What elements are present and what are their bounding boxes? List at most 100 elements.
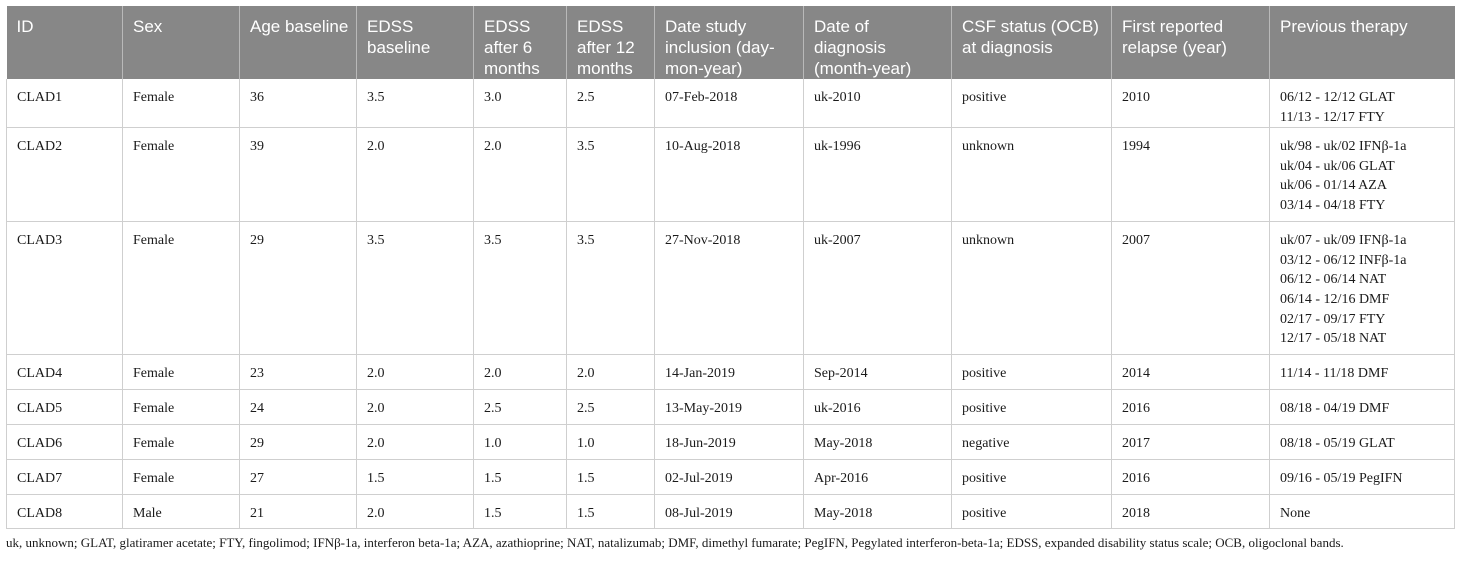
table-cell: Female [122, 127, 240, 223]
table-cell: Apr-2016 [803, 459, 952, 496]
table-cell: 07-Feb-2018 [654, 79, 804, 129]
table-cell: 3.5 [356, 221, 474, 356]
table-cell: Female [122, 424, 240, 461]
therapy-entry: None [1280, 506, 1311, 522]
table-row: CLAD4 Female 23 2.0 2.0 2.0 14-Jan-2019 Sep-201… [6, 354, 1455, 391]
table-cell: positive [951, 389, 1112, 426]
table-cell: 3.5 [566, 221, 655, 356]
therapy-entry: 11/14 - 11/18 DMF [1280, 366, 1389, 382]
table-cell: Female [122, 389, 240, 426]
therapy-entry: 02/17 - 09/17 FTY [1280, 311, 1386, 327]
therapy-entry: 12/17 - 05/18 NAT [1280, 331, 1387, 347]
table-cell: 3.5 [473, 221, 567, 356]
therapy-cell: uk/98 - uk/02 IFNβ-1a uk/04 - uk/06 GLAT u… [1269, 127, 1455, 223]
therapy-entry: 08/18 - 04/19 DMF [1280, 401, 1390, 417]
therapy-entry: 11/13 - 12/17 FTY [1280, 109, 1385, 125]
therapy-cell: 09/16 - 05/19 PegIFN [1269, 459, 1455, 496]
table-cell: 2.0 [566, 354, 655, 391]
table-cell: 2018 [1111, 494, 1270, 530]
table-row: CLAD7 Female 27 1.5 1.5 1.5 02-Jul-2019 Apr-201… [6, 459, 1455, 496]
table-cell: 39 [239, 127, 357, 223]
table-cell: unknown [951, 127, 1112, 223]
table-cell: unknown [951, 221, 1112, 356]
table-body: CLAD1 Female 36 3.5 3.0 2.5 07-Feb-2018 uk-2010… [6, 79, 1455, 530]
table-cell: CLAD7 [6, 459, 123, 496]
table-row: CLAD1 Female 36 3.5 3.0 2.5 07-Feb-2018 uk-2010… [6, 79, 1455, 129]
therapy-entry: 03/14 - 04/18 FTY [1280, 197, 1386, 213]
table-cell: Female [122, 459, 240, 496]
table-cell: 13-May-2019 [654, 389, 804, 426]
table-cell: 2.0 [356, 389, 474, 426]
table-footnote: uk, unknown; GLAT, glatiramer acetate; F… [6, 535, 1344, 551]
table-cell: 2017 [1111, 424, 1270, 461]
table-cell: 10-Aug-2018 [654, 127, 804, 223]
table-cell: 27 [239, 459, 357, 496]
therapy-cell: 08/18 - 04/19 DMF [1269, 389, 1455, 426]
table-cell: 21 [239, 494, 357, 530]
table-cell: 02-Jul-2019 [654, 459, 804, 496]
table-cell: Female [122, 79, 240, 129]
therapy-entry: 08/18 - 05/19 GLAT [1280, 436, 1395, 452]
table-cell: 1.5 [566, 494, 655, 530]
table-cell: CLAD6 [6, 424, 123, 461]
table-cell: CLAD5 [6, 389, 123, 426]
table-cell: 27-Nov-2018 [654, 221, 804, 356]
table-cell: 23 [239, 354, 357, 391]
table-cell: Female [122, 221, 240, 356]
therapy-cell: None [1269, 494, 1455, 530]
table-cell: 1994 [1111, 127, 1270, 223]
table-cell: 2.0 [356, 127, 474, 223]
table-cell: positive [951, 354, 1112, 391]
column-header: CSF status (OCB) at diagnosis [951, 6, 1112, 79]
table-cell: positive [951, 494, 1112, 530]
therapy-cell: 11/14 - 11/18 DMF [1269, 354, 1455, 391]
table-cell: 2.0 [473, 127, 567, 223]
therapy-entry: 06/12 - 12/12 GLAT [1280, 90, 1395, 105]
table-cell: 2.0 [356, 424, 474, 461]
table-container: ID Sex Age baseline EDSS baseline EDSS after… [6, 6, 1455, 551]
table-cell: 36 [239, 79, 357, 129]
table-cell: 2014 [1111, 354, 1270, 391]
column-header: Sex [122, 6, 240, 79]
table-cell: CLAD2 [6, 127, 123, 223]
table-cell: uk-2007 [803, 221, 952, 356]
table-cell: uk-2010 [803, 79, 952, 129]
patient-table: ID Sex Age baseline EDSS baseline EDSS after… [6, 6, 1455, 530]
therapy-entry: uk/04 - uk/06 GLAT [1280, 158, 1395, 174]
table-cell: 2016 [1111, 459, 1270, 496]
table-row: CLAD3 Female 29 3.5 3.5 3.5 27-Nov-2018 uk-2007… [6, 221, 1455, 356]
table-cell: 3.5 [356, 79, 474, 129]
therapy-entry: uk/07 - uk/09 IFNβ-1a [1280, 233, 1407, 249]
table-cell: 1.5 [566, 459, 655, 496]
table-cell: 2010 [1111, 79, 1270, 129]
table-cell: uk-2016 [803, 389, 952, 426]
column-header: EDSS after 12 months [566, 6, 655, 79]
column-header: ID [6, 6, 123, 79]
table-cell: 2.0 [356, 494, 474, 530]
table-row: CLAD6 Female 29 2.0 1.0 1.0 18-Jun-2019 May-201… [6, 424, 1455, 461]
therapy-entry: 06/12 - 06/14 NAT [1280, 272, 1387, 288]
table-cell: 2.5 [566, 389, 655, 426]
therapy-entry: 09/16 - 05/19 PegIFN [1280, 471, 1403, 487]
table-cell: 1.5 [473, 494, 567, 530]
table-cell: 2.0 [356, 354, 474, 391]
table-cell: CLAD1 [6, 79, 123, 129]
table-cell: negative [951, 424, 1112, 461]
table-cell: May-2018 [803, 424, 952, 461]
table-row: CLAD8 Male 21 2.0 1.5 1.5 08-Jul-2019 May-2018 p… [6, 494, 1455, 530]
table-row: CLAD5 Female 24 2.0 2.5 2.5 13-May-2019 uk-2016… [6, 389, 1455, 426]
column-header: Date study inclusion (day-mon-year) [654, 6, 804, 79]
table-cell: 1.5 [473, 459, 567, 496]
table-cell: 29 [239, 424, 357, 461]
table-cell: May-2018 [803, 494, 952, 530]
table-cell: CLAD4 [6, 354, 123, 391]
table-cell: CLAD3 [6, 221, 123, 356]
table-cell: 1.0 [473, 424, 567, 461]
table-cell: 2.0 [473, 354, 567, 391]
table-cell: 2016 [1111, 389, 1270, 426]
table-cell: 08-Jul-2019 [654, 494, 804, 530]
therapy-entry: 03/12 - 06/12 INFβ-1a [1280, 252, 1407, 268]
table-cell: 29 [239, 221, 357, 356]
table-cell: 2007 [1111, 221, 1270, 356]
therapy-cell: 08/18 - 05/19 GLAT [1269, 424, 1455, 461]
